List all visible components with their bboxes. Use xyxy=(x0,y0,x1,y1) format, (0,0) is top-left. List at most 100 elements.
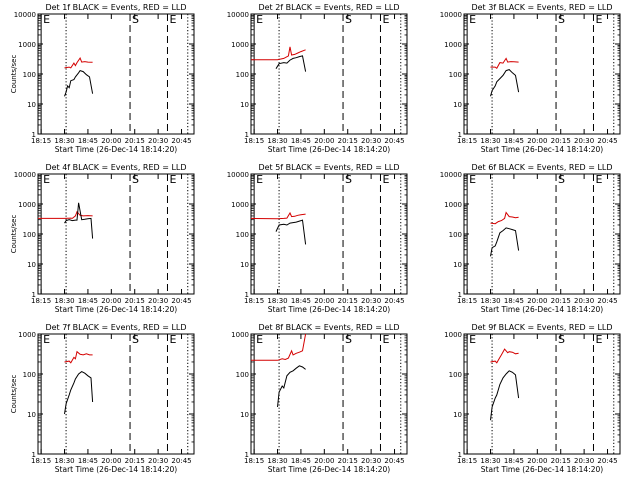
y-tick-label: 100 xyxy=(23,371,36,379)
x-tick-label: 20:15 xyxy=(125,457,145,465)
x-tick-label: 18:15 xyxy=(457,137,477,145)
x-tick-label: 20:45 xyxy=(597,457,617,465)
time-marker-label: E xyxy=(43,333,50,346)
y-tick-label: 100 xyxy=(23,231,36,239)
x-tick-label: 20:15 xyxy=(551,297,571,305)
y-tick-label: 1 xyxy=(245,131,249,139)
y-tick-label: 10 xyxy=(453,261,462,269)
y-tick-label: 10 xyxy=(453,411,462,419)
x-tick-label: 20:45 xyxy=(384,297,404,305)
y-tick-label: 1000 xyxy=(444,41,462,49)
x-tick-label: 18:45 xyxy=(504,297,524,305)
time-marker-label: S xyxy=(132,13,139,26)
chart-title: Det 7f BLACK = Events, RED = LLD xyxy=(45,323,186,332)
x-tick-label: 20:30 xyxy=(574,457,594,465)
y-tick-label: 100 xyxy=(236,71,249,79)
y-tick-label: 10 xyxy=(240,101,249,109)
y-tick-label: 1000 xyxy=(231,41,249,49)
series-line-black xyxy=(275,55,307,72)
x-tick-label: 20:30 xyxy=(148,457,168,465)
x-tick-label: 20:00 xyxy=(101,137,121,145)
chart-title: Det 5f BLACK = Events, RED = LLD xyxy=(258,163,399,172)
y-tick-label: 1 xyxy=(458,451,462,459)
plot-frame xyxy=(37,333,195,455)
x-tick-label: 18:15 xyxy=(244,457,264,465)
x-axis-label: Start Time (26-Dec-14 18:14:20) xyxy=(55,145,177,154)
y-tick-label: 100 xyxy=(236,231,249,239)
time-marker-label: S xyxy=(558,333,565,346)
x-tick-label: 18:30 xyxy=(267,137,287,145)
x-tick-label: 18:30 xyxy=(267,297,287,305)
x-tick-label: 20:15 xyxy=(551,137,571,145)
y-tick-label: 1000 xyxy=(444,331,462,339)
chart-panel-8: Det 8f BLACK = Events, RED = LLD 1 10 100 10… xyxy=(231,323,408,474)
x-tick-label: 20:15 xyxy=(338,297,358,305)
x-axis-label: Start Time (26-Dec-14 18:14:20) xyxy=(268,305,390,314)
time-marker-label: E xyxy=(595,333,602,346)
series-line-black xyxy=(490,370,520,421)
y-tick-label: 1 xyxy=(32,451,36,459)
x-tick-label: 20:45 xyxy=(384,137,404,145)
y-tick-label: 10000 xyxy=(440,11,462,19)
x-tick-label: 18:15 xyxy=(457,297,477,305)
y-tick-label: 10000 xyxy=(227,11,249,19)
time-marker-label: E xyxy=(169,333,176,346)
y-tick-label: 1000 xyxy=(231,201,249,209)
y-tick-label: 10000 xyxy=(14,171,36,179)
x-tick-label: 18:15 xyxy=(31,137,51,145)
plot-frame xyxy=(463,333,621,455)
x-tick-label: 20:30 xyxy=(574,137,594,145)
chart-title: Det 6f BLACK = Events, RED = LLD xyxy=(471,163,612,172)
time-marker-label: E xyxy=(469,173,476,186)
chart-panel-5: Det 5f BLACK = Events, RED = LLD 1 10 100 10… xyxy=(227,163,408,314)
time-marker-label: E xyxy=(169,13,176,26)
x-tick-label: 18:15 xyxy=(31,297,51,305)
y-tick-label: 10000 xyxy=(227,171,249,179)
y-axis-label: Counts/sec xyxy=(10,215,18,254)
x-tick-label: 20:30 xyxy=(361,137,381,145)
y-tick-label: 100 xyxy=(236,371,249,379)
x-tick-label: 18:30 xyxy=(480,137,500,145)
x-tick-label: 20:15 xyxy=(551,457,571,465)
x-tick-label: 18:45 xyxy=(78,457,98,465)
series-line-red xyxy=(490,57,519,70)
chart-title: Det 2f BLACK = Events, RED = LLD xyxy=(258,3,399,12)
x-tick-label: 20:15 xyxy=(125,297,145,305)
plot-frame xyxy=(463,13,621,135)
plot-frame xyxy=(250,173,408,295)
plot-frame xyxy=(463,173,621,295)
x-tick-label: 18:45 xyxy=(291,457,311,465)
x-tick-label: 18:30 xyxy=(480,297,500,305)
y-tick-label: 10 xyxy=(27,261,36,269)
x-tick-label: 20:00 xyxy=(101,297,121,305)
chart-title: Det 4f BLACK = Events, RED = LLD xyxy=(45,163,186,172)
chart-panel-1: Det 1f BLACK = Events, RED = LLD 1 10 100 10… xyxy=(10,3,195,154)
x-tick-label: 20:00 xyxy=(314,457,334,465)
y-tick-label: 100 xyxy=(449,371,462,379)
y-tick-label: 1000 xyxy=(18,331,36,339)
time-marker-label: E xyxy=(382,13,389,26)
x-tick-label: 20:45 xyxy=(597,137,617,145)
x-tick-label: 18:15 xyxy=(457,457,477,465)
series-line-red xyxy=(64,57,93,69)
time-marker-label: E xyxy=(43,13,50,26)
y-tick-label: 10 xyxy=(453,101,462,109)
chart-panel-6: Det 6f BLACK = Events, RED = LLD 1 10 100 10… xyxy=(440,163,621,314)
series-line-red xyxy=(38,210,93,219)
series-line-red xyxy=(64,350,93,364)
time-marker-label: E xyxy=(469,13,476,26)
chart-title: Det 9f BLACK = Events, RED = LLD xyxy=(471,323,612,332)
chart-title: Det 8f BLACK = Events, RED = LLD xyxy=(258,323,399,332)
chart-panel-7: Det 7f BLACK = Events, RED = LLD 1 10 100 10… xyxy=(10,323,195,474)
y-tick-label: 1 xyxy=(32,131,36,139)
y-tick-label: 10000 xyxy=(14,11,36,19)
x-tick-label: 18:15 xyxy=(244,297,264,305)
x-tick-label: 18:30 xyxy=(54,137,74,145)
x-tick-label: 18:45 xyxy=(78,297,98,305)
x-tick-label: 20:45 xyxy=(597,297,617,305)
x-axis-label: Start Time (26-Dec-14 18:14:20) xyxy=(55,465,177,474)
x-tick-label: 20:00 xyxy=(527,457,547,465)
y-tick-label: 100 xyxy=(23,71,36,79)
x-tick-label: 20:30 xyxy=(574,297,594,305)
